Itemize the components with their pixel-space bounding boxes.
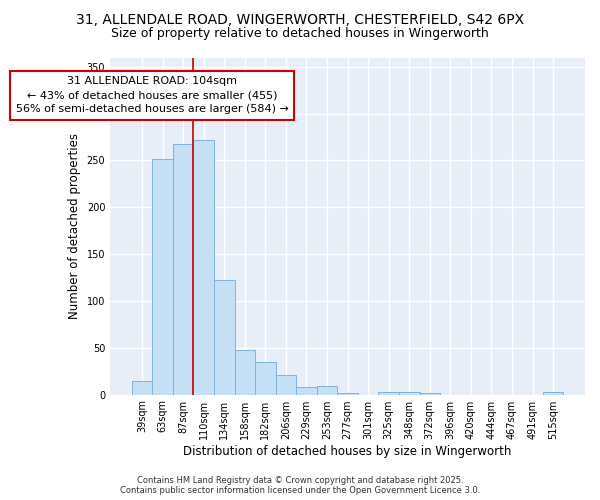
Bar (379, 392, 399, 394)
Y-axis label: Number of detached properties: Number of detached properties (68, 133, 81, 319)
Bar (214, 280, 235, 394)
Text: 31 ALLENDALE ROAD: 104sqm
← 43% of detached houses are smaller (455)
56% of semi: 31 ALLENDALE ROAD: 104sqm ← 43% of detac… (16, 76, 289, 114)
Bar (255, 362, 275, 394)
Bar (275, 375, 296, 394)
Text: Contains HM Land Registry data © Crown copyright and database right 2025.
Contai: Contains HM Land Registry data © Crown c… (120, 476, 480, 495)
Bar (235, 350, 255, 395)
Bar (399, 392, 419, 394)
Bar (337, 392, 358, 394)
Bar (173, 144, 193, 394)
X-axis label: Distribution of detached houses by size in Wingerworth: Distribution of detached houses by size … (184, 444, 512, 458)
Bar (132, 380, 152, 394)
Bar (193, 140, 214, 394)
Bar (543, 392, 563, 394)
Bar (419, 392, 440, 394)
Text: Size of property relative to detached houses in Wingerworth: Size of property relative to detached ho… (111, 28, 489, 40)
Bar (317, 386, 337, 394)
Bar (152, 158, 173, 394)
Bar (296, 387, 317, 394)
Text: 31, ALLENDALE ROAD, WINGERWORTH, CHESTERFIELD, S42 6PX: 31, ALLENDALE ROAD, WINGERWORTH, CHESTER… (76, 12, 524, 26)
